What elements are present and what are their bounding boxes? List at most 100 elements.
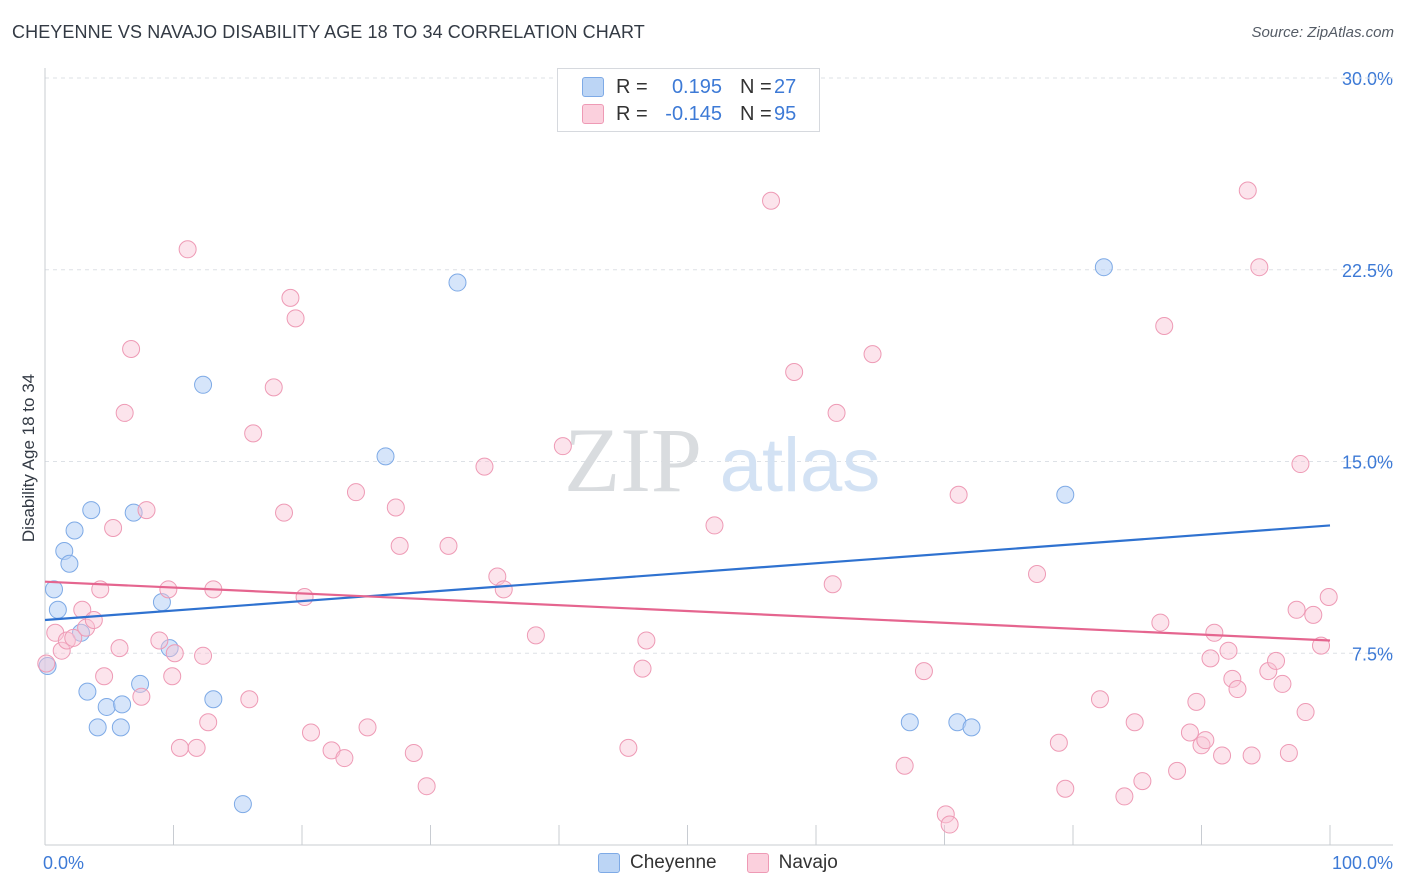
cheyenne-point — [160, 639, 179, 658]
watermark-zip: ZIP — [564, 409, 702, 511]
navajo-point — [1056, 779, 1075, 798]
navajo-point — [823, 575, 842, 594]
navajo-point — [494, 580, 513, 599]
navajo-point — [1201, 649, 1220, 668]
navajo-point — [417, 777, 436, 796]
legend-row-navajo: R = -0.145 N = 95 — [582, 102, 796, 126]
navajo-point — [949, 485, 968, 504]
navajo-point — [95, 667, 114, 686]
navajo-point — [84, 611, 103, 630]
navajo-point — [633, 659, 652, 678]
navajo-point — [52, 641, 71, 660]
legend-item-navajo: Navajo — [746, 852, 838, 874]
cheyenne-point — [194, 375, 213, 394]
navajo-point — [104, 518, 123, 537]
navajo-point — [1115, 787, 1134, 806]
navajo-point — [762, 191, 781, 210]
navajo-point — [122, 340, 141, 359]
navajo-point — [1238, 181, 1257, 200]
navajo-point — [940, 815, 959, 834]
navajo-point — [335, 749, 354, 768]
y-tick-label: 30.0% — [1342, 69, 1393, 89]
cheyenne-point — [44, 580, 63, 599]
navajo-point — [199, 713, 218, 732]
cheyenne-point — [448, 273, 467, 292]
navajo-swatch — [746, 853, 769, 873]
navajo-point — [1267, 651, 1286, 670]
navajo-point — [1242, 746, 1261, 765]
navajo-point — [1133, 772, 1152, 791]
navajo-point — [240, 690, 259, 709]
x-tick-label: 100.0% — [1332, 853, 1393, 873]
cheyenne-swatch — [582, 77, 604, 97]
y-tick-label: 7.5% — [1352, 644, 1393, 664]
navajo-point — [1219, 641, 1238, 660]
cheyenne-point — [78, 682, 97, 701]
navajo-point — [827, 403, 846, 422]
cheyenne-point — [204, 690, 223, 709]
navajo-point — [390, 536, 409, 555]
n-label: N = — [740, 102, 772, 125]
navajo-point — [1291, 455, 1310, 474]
navajo-point — [1287, 600, 1306, 619]
cheyenne-trend-line — [44, 524, 1331, 622]
navajo-point — [1296, 703, 1315, 722]
y-tick-label: 22.5% — [1342, 261, 1393, 281]
legend-row-cheyenne: R = 0.195 N = 27 — [582, 75, 796, 99]
x-tick-label: 0.0% — [43, 853, 84, 873]
cheyenne-point — [113, 695, 132, 714]
navajo-point — [1151, 613, 1170, 632]
navajo-point — [37, 654, 56, 673]
navajo-point — [785, 363, 804, 382]
source-label: Source: ZipAtlas.com — [1251, 24, 1394, 41]
navajo-point — [77, 618, 96, 637]
navajo-n-value: 95 — [774, 102, 797, 125]
navajo-point — [1205, 623, 1224, 642]
navajo-point — [132, 687, 151, 706]
navajo-point — [1196, 731, 1215, 750]
navajo-point — [1304, 605, 1323, 624]
navajo-point — [159, 580, 178, 599]
navajo-point — [295, 588, 314, 607]
cheyenne-point — [97, 697, 116, 716]
cheyenne-point — [48, 600, 67, 619]
navajo-point — [914, 662, 933, 681]
navajo-point — [1090, 690, 1109, 709]
correlation-legend: R = 0.195 N = 27 R = -0.145 N = 95 — [557, 68, 820, 132]
navajo-point — [1259, 662, 1278, 681]
navajo-swatch — [582, 104, 604, 124]
navajo-point — [526, 626, 545, 645]
navajo-point — [170, 738, 189, 757]
navajo-point — [1213, 746, 1232, 765]
navajo-point — [1049, 733, 1068, 752]
navajo-point — [1187, 692, 1206, 711]
cheyenne-point — [962, 718, 981, 737]
navajo-point — [163, 667, 182, 686]
navajo-point — [1279, 743, 1298, 762]
navajo-point — [1250, 258, 1269, 277]
navajo-point — [194, 646, 213, 665]
navajo-point — [1155, 316, 1174, 335]
navajo-point — [619, 738, 638, 757]
navajo-point — [115, 403, 134, 422]
cheyenne-point — [1056, 485, 1075, 504]
cheyenne-point — [88, 718, 107, 737]
navajo-trend-line — [44, 580, 1331, 642]
chart-title: CHEYENNE VS NAVAJO DISABILITY AGE 18 TO … — [12, 22, 645, 42]
navajo-point — [553, 437, 572, 456]
cheyenne-n-value: 27 — [774, 75, 797, 98]
navajo-point — [1223, 669, 1242, 688]
navajo-point — [895, 756, 914, 775]
navajo-point — [178, 240, 197, 259]
legend-item-cheyenne: Cheyenne — [598, 852, 717, 874]
navajo-point — [358, 718, 377, 737]
navajo-point — [1125, 713, 1144, 732]
cheyenne-label: Cheyenne — [630, 852, 717, 873]
navajo-point — [244, 424, 263, 443]
cheyenne-point — [376, 447, 395, 466]
navajo-point — [275, 503, 294, 522]
navajo-label: Navajo — [778, 852, 838, 873]
navajo-point — [475, 457, 494, 476]
cheyenne-point — [1094, 258, 1113, 277]
